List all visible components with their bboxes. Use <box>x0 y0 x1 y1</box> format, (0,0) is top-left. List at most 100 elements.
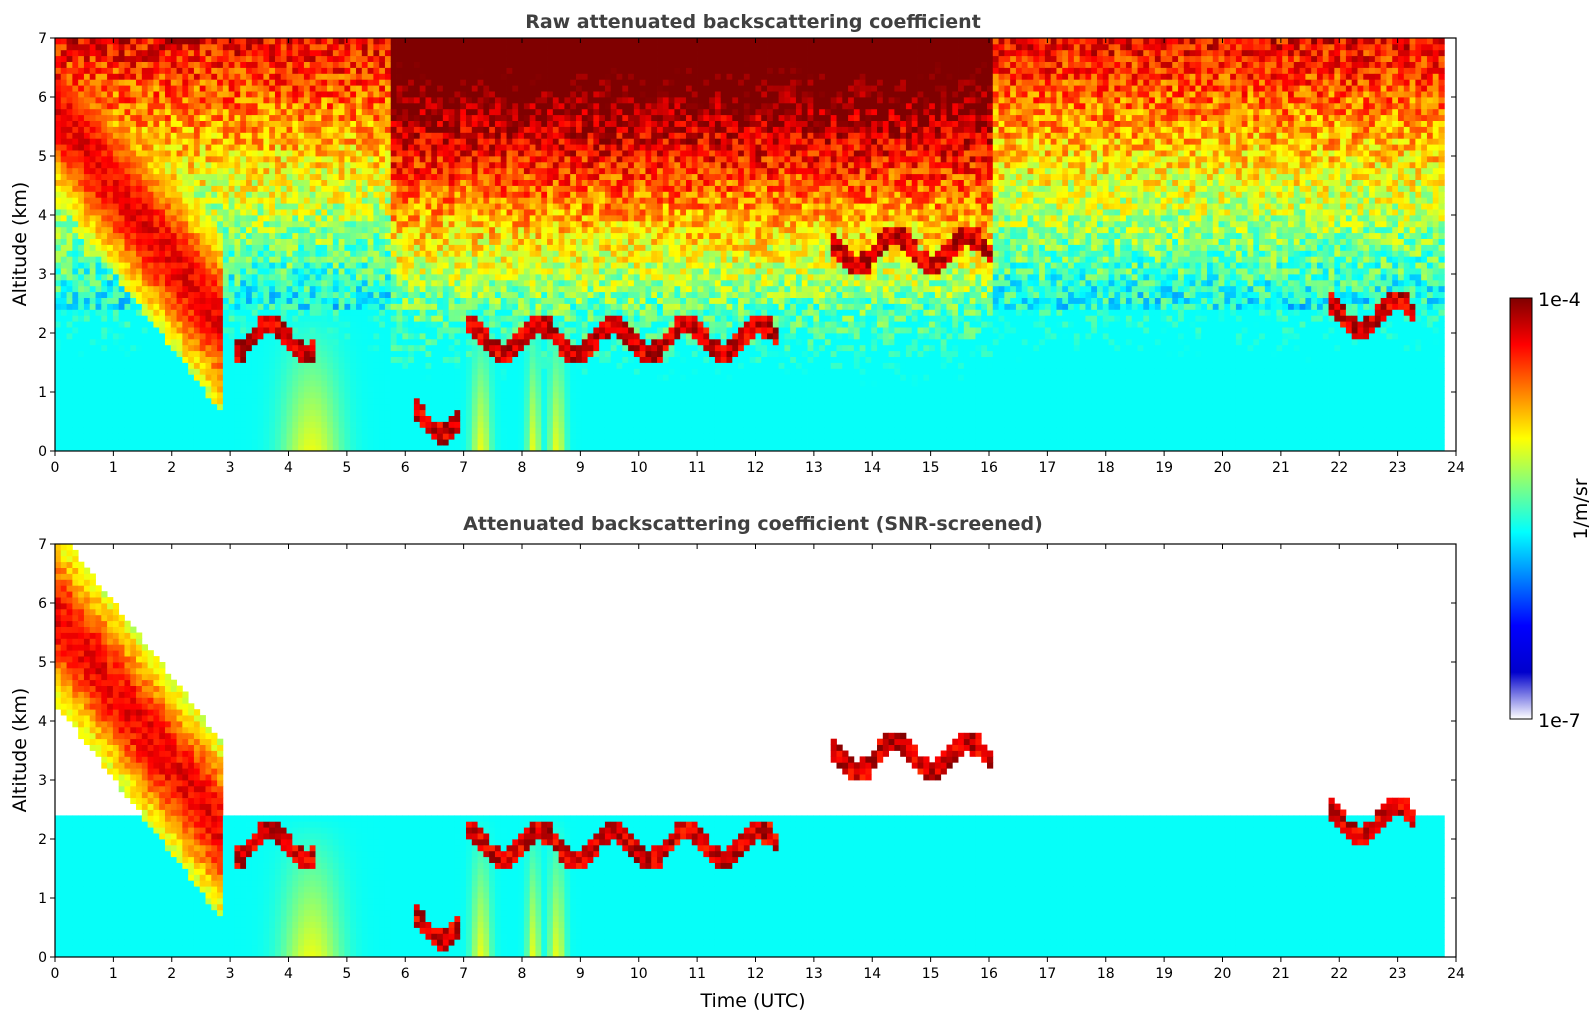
top-heatmap-cell <box>338 102 345 110</box>
top-heatmap-cell <box>240 185 247 192</box>
top-heatmap-cell <box>170 303 177 310</box>
top-heatmap-cell <box>240 285 247 293</box>
top-heatmap-cell <box>222 232 230 239</box>
top-heatmap-cell <box>193 197 201 204</box>
top-heatmap-cell <box>263 114 270 121</box>
top-heatmap-cell <box>269 156 276 163</box>
top-heatmap-cell <box>159 386 166 393</box>
top-heatmap-cell <box>130 397 137 405</box>
top-heatmap-cell <box>361 415 368 422</box>
top-heatmap-cell <box>425 85 432 92</box>
top-heatmap-cell <box>72 102 79 110</box>
top-heatmap-cell <box>228 102 235 110</box>
top-heatmap-cell <box>419 338 426 346</box>
top-heatmap-cell <box>60 220 67 228</box>
top-heatmap-cell <box>159 114 166 121</box>
top-heatmap-cell <box>170 203 177 210</box>
top-heatmap-cell <box>437 250 444 257</box>
top-heatmap-cell <box>118 244 125 251</box>
top-heatmap-cell <box>419 374 426 381</box>
top-heatmap-cell <box>298 126 305 133</box>
top-heatmap-cell <box>72 167 79 175</box>
top-heatmap-cell <box>257 156 264 163</box>
top-heatmap-cell <box>454 279 461 287</box>
top-heatmap-cell <box>332 173 340 180</box>
top-heatmap-cell <box>408 262 415 269</box>
top-heatmap-cell <box>396 362 403 369</box>
top-heatmap-cell <box>315 291 322 298</box>
top-heatmap-cell <box>257 256 264 263</box>
top-heatmap-cell <box>338 185 345 192</box>
top-heatmap-cell <box>147 226 154 234</box>
top-heatmap-cell <box>101 67 108 74</box>
top-heatmap-cell <box>419 297 426 304</box>
top-heatmap-cell <box>89 132 96 139</box>
top-heatmap-cell <box>466 445 473 452</box>
top-heatmap-cell <box>431 226 438 234</box>
top-heatmap-cell <box>379 291 386 298</box>
top-heatmap-cell <box>425 150 432 157</box>
top-heatmap-cell <box>442 120 450 127</box>
top-heatmap-cell <box>448 226 455 234</box>
top-heatmap-cell <box>309 445 316 452</box>
top-heatmap-cell <box>205 167 212 175</box>
top-heatmap-cell <box>344 362 351 369</box>
top-heatmap-cell <box>211 79 218 86</box>
top-plot-area <box>55 38 1445 452</box>
top-heatmap-cell <box>147 179 154 186</box>
top-heatmap-cell <box>55 403 62 411</box>
top-heatmap-cell <box>309 362 316 369</box>
top-heatmap-cell <box>118 291 125 298</box>
top-heatmap-cell <box>384 285 392 293</box>
top-heatmap-cell <box>124 421 131 428</box>
top-heatmap-cell <box>396 85 403 92</box>
top-heatmap-cell <box>309 79 316 86</box>
top-heatmap-cell <box>390 279 397 287</box>
top-heatmap-cell <box>413 309 421 316</box>
top-heatmap-cell <box>83 309 91 316</box>
top-heatmap-cell <box>124 132 131 139</box>
top-heatmap-cell <box>437 102 444 110</box>
top-heatmap-cell <box>263 256 270 263</box>
top-heatmap-cell <box>425 238 432 245</box>
top-heatmap-cell <box>448 79 455 86</box>
top-heatmap-cell <box>413 333 421 340</box>
top-heatmap-cell <box>83 445 91 452</box>
top-heatmap-cell <box>251 49 259 57</box>
top-heatmap-cell <box>118 185 125 192</box>
top-heatmap-cell <box>419 238 426 245</box>
top-heatmap-cell <box>60 114 67 121</box>
top-heatmap-cell <box>298 333 305 340</box>
top-heatmap-cell <box>257 445 264 452</box>
top-heatmap-cell <box>217 315 224 322</box>
top-heatmap-cell <box>251 262 259 269</box>
top-heatmap-cell <box>274 321 282 328</box>
top-heatmap-cell <box>431 185 438 192</box>
top-heatmap-cell <box>350 91 357 98</box>
top-heatmap-cell <box>124 244 131 251</box>
top-heatmap-cell <box>228 61 235 68</box>
top-heatmap-cell <box>164 291 172 298</box>
top-heatmap-cell <box>153 173 160 180</box>
top-heatmap-cell <box>72 256 79 263</box>
top-heatmap-cell <box>454 268 461 275</box>
top-heatmap-cell <box>141 303 149 310</box>
top-heatmap-cell <box>60 344 67 352</box>
top-heatmap-cell <box>95 238 102 245</box>
top-heatmap-cell <box>193 386 201 393</box>
top-heatmap-cell <box>211 102 218 110</box>
top-heatmap-cell <box>448 102 455 110</box>
top-heatmap-cell <box>298 268 305 275</box>
top-heatmap-cell <box>66 138 73 145</box>
top-heatmap-cell <box>112 244 120 251</box>
top-heatmap-cell <box>170 386 177 393</box>
top-heatmap-cell <box>379 49 386 57</box>
top-heatmap-cell <box>396 215 403 222</box>
top-heatmap-cell <box>95 309 102 316</box>
top-heatmap-cell <box>72 380 79 387</box>
top-heatmap-cell <box>182 238 189 245</box>
top-heatmap-cell <box>95 73 102 80</box>
top-heatmap-cell <box>437 120 444 127</box>
top-heatmap-cell <box>286 244 293 251</box>
top-heatmap-cell <box>188 397 195 405</box>
